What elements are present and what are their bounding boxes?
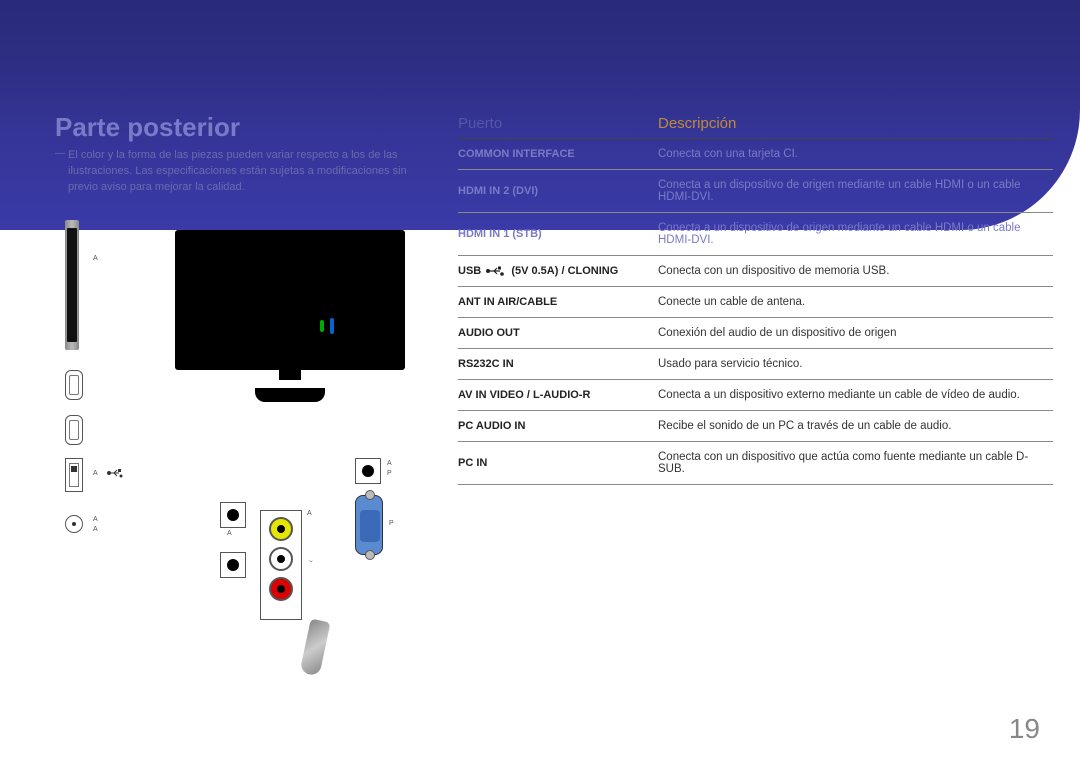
table-row: AUDIO OUTConexión del audio de un dispos… xyxy=(458,318,1053,349)
usb-trident-icon xyxy=(486,266,506,276)
diagram-label: P xyxy=(389,520,394,527)
port-name: PC IN xyxy=(458,457,658,469)
table-row: AV IN VIDEO / L-AUDIO-RConecta a un disp… xyxy=(458,380,1053,411)
table-row: COMMON INTERFACEConecta con una tarjeta … xyxy=(458,139,1053,170)
port-desc: Conecta a un dispositivo de origen media… xyxy=(658,222,1053,246)
ci-slot-icon xyxy=(65,220,79,350)
table-row: HDMI IN 1 (STB)Conecta a un dispositivo … xyxy=(458,213,1053,256)
port-desc: Conecta con una tarjeta CI. xyxy=(658,148,1053,160)
table-row: HDMI IN 2 (DVI)Conecta a un dispositivo … xyxy=(458,170,1053,213)
port-name: HDMI IN 1 (STB) xyxy=(458,228,658,240)
diagram-label: A xyxy=(93,526,98,533)
port-name: HDMI IN 2 (DVI) xyxy=(458,185,658,197)
port-name: AV IN VIDEO / L-AUDIO-R xyxy=(458,389,658,401)
port-desc: Conexión del audio de un dispositivo de … xyxy=(658,327,1053,339)
port-name: PC AUDIO IN xyxy=(458,420,658,432)
port-name: RS232C IN xyxy=(458,358,658,370)
note-dash: ― xyxy=(55,148,65,159)
port-diagrams: A A A A A A › A P xyxy=(65,220,435,670)
diagram-label: A xyxy=(93,255,98,262)
table-row: RS232C INUsado para servicio técnico. xyxy=(458,349,1053,380)
diagram-label: A xyxy=(387,460,392,467)
table-row: ANT IN AIR/CABLEConecte un cable de ante… xyxy=(458,287,1053,318)
page-number: 19 xyxy=(1009,713,1040,745)
hdmi-port-icon xyxy=(65,370,83,400)
audio-jack-icon xyxy=(220,502,246,528)
coax-port-icon xyxy=(65,515,83,533)
audio-jack-icon xyxy=(355,458,381,484)
ports-table: Puerto Descripción COMMON INTERFACEConec… xyxy=(458,115,1053,485)
diagram-label: A xyxy=(307,510,312,517)
table-row: PC AUDIO INRecibe el sonido de un PC a t… xyxy=(458,411,1053,442)
vga-port-icon xyxy=(355,495,383,555)
page-content: Parte posterior ― El color y la forma de… xyxy=(0,0,1080,763)
diagram-label: A xyxy=(93,470,98,477)
port-desc: Conecta a un dispositivo de origen media… xyxy=(658,179,1053,203)
table-row: USB (5V 0.5A) / CLONINGConecta con un di… xyxy=(458,256,1053,287)
port-name: USB (5V 0.5A) / CLONING xyxy=(458,265,658,277)
table-row: PC INConecta con un dispositivo que actú… xyxy=(458,442,1053,485)
table-header: Puerto Descripción xyxy=(458,115,1053,139)
port-desc: Usado para servicio técnico. xyxy=(658,358,1053,370)
port-desc: Conecte un cable de antena. xyxy=(658,296,1053,308)
port-desc: Conecta con un dispositivo de memoria US… xyxy=(658,265,1053,277)
port-name: COMMON INTERFACE xyxy=(458,148,658,160)
diagram-label: › xyxy=(307,560,314,562)
port-desc: Conecta con un dispositivo que actúa com… xyxy=(658,451,1053,475)
usb-port-icon xyxy=(65,458,83,492)
port-name: AUDIO OUT xyxy=(458,327,658,339)
cable-tip-icon xyxy=(300,619,331,677)
diagram-label: P xyxy=(387,470,392,477)
usb-trident-icon xyxy=(107,468,123,478)
audio-jack-icon xyxy=(220,552,246,578)
disclaimer-note: El color y la forma de las piezas pueden… xyxy=(68,148,438,196)
section-title: Parte posterior xyxy=(55,112,240,143)
diagram-label: A xyxy=(227,530,232,537)
port-desc: Recibe el sonido de un PC a través de un… xyxy=(658,420,1053,432)
th-port: Puerto xyxy=(458,115,658,132)
th-desc: Descripción xyxy=(658,115,1053,132)
tv-rear-icon xyxy=(175,230,405,400)
port-desc: Conecta a un dispositivo externo mediant… xyxy=(658,389,1053,401)
port-name: ANT IN AIR/CABLE xyxy=(458,296,658,308)
rca-block-icon xyxy=(260,510,302,620)
diagram-label: A xyxy=(93,516,98,523)
hdmi-port-icon xyxy=(65,415,83,445)
